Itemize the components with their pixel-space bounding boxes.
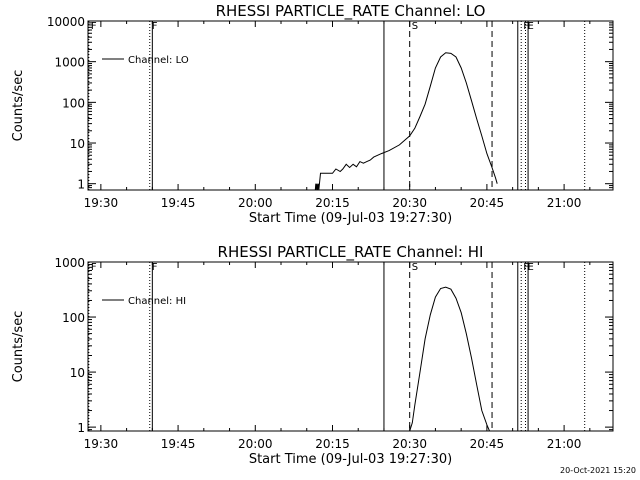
x-tick-label: 20:00 — [238, 437, 273, 451]
event-marker-label: F — [152, 262, 158, 273]
x-tick-label: 19:30 — [84, 196, 119, 210]
y-tick-label: 100 — [62, 96, 85, 110]
event-marker-label: F — [91, 262, 97, 273]
x-tick-label: 20:00 — [238, 196, 273, 210]
event-marker-label: F — [523, 21, 529, 32]
chart-title: RHESSI PARTICLE_RATE Channel: LO — [216, 2, 486, 21]
event-marker-label: F — [523, 262, 529, 273]
x-tick-label: 19:45 — [161, 196, 196, 210]
series-line — [409, 286, 490, 431]
x-tick-label: 21:00 — [547, 196, 582, 210]
legend-label: Channel: HI — [128, 296, 186, 307]
x-tick-label: 20:15 — [315, 437, 350, 451]
y-axis-label: Counts/sec — [11, 70, 26, 142]
chart-panel-1: RHESSI PARTICLE_RATE Channel: HI 19:30 19:… — [11, 243, 614, 467]
x-tick-label: 20:15 — [315, 196, 350, 210]
event-marker-label: F — [91, 21, 97, 32]
y-tick-label: 100 — [62, 311, 85, 325]
x-tick-label: 20:30 — [392, 196, 427, 210]
y-tick-label: 1 — [77, 421, 85, 435]
y-axis-label: Counts/sec — [11, 311, 26, 383]
plot-frame — [87, 20, 614, 191]
y-tick-label: 1000 — [54, 56, 85, 70]
x-axis-label: Start Time (09-Jul-03 19:27:30) — [249, 452, 452, 467]
x-tick-label: 19:45 — [161, 437, 196, 451]
x-tick-label: 20:45 — [470, 437, 505, 451]
event-marker-label: E — [528, 21, 534, 32]
y-tick-label: 10000 — [47, 15, 85, 29]
event-marker-label: S — [412, 262, 418, 273]
event-marker-label: E — [528, 262, 534, 273]
x-tick-label: 20:45 — [470, 196, 505, 210]
x-tick-label: 19:30 — [84, 437, 119, 451]
y-tick-label: 1000 — [54, 256, 85, 270]
series-line — [314, 52, 498, 190]
x-tick-label: 21:00 — [547, 437, 582, 451]
event-marker-label: S — [412, 21, 418, 32]
legend-label: Channel: LO — [128, 55, 189, 66]
y-tick-label: 10 — [70, 366, 85, 380]
chart-panel-0: RHESSI PARTICLE_RATE Channel: LO 19:30 19:… — [11, 2, 614, 226]
plot-frame — [87, 261, 614, 432]
chart-title: RHESSI PARTICLE_RATE Channel: HI — [218, 243, 484, 262]
x-tick-label: 20:30 — [392, 437, 427, 451]
event-marker-label: F — [152, 21, 158, 32]
y-tick-label: 1 — [77, 178, 85, 192]
y-tick-label: 10 — [70, 137, 85, 151]
x-axis-label: Start Time (09-Jul-03 19:27:30) — [249, 211, 452, 226]
footer-timestamp: 20-Oct-2021 15:20 — [560, 466, 636, 475]
